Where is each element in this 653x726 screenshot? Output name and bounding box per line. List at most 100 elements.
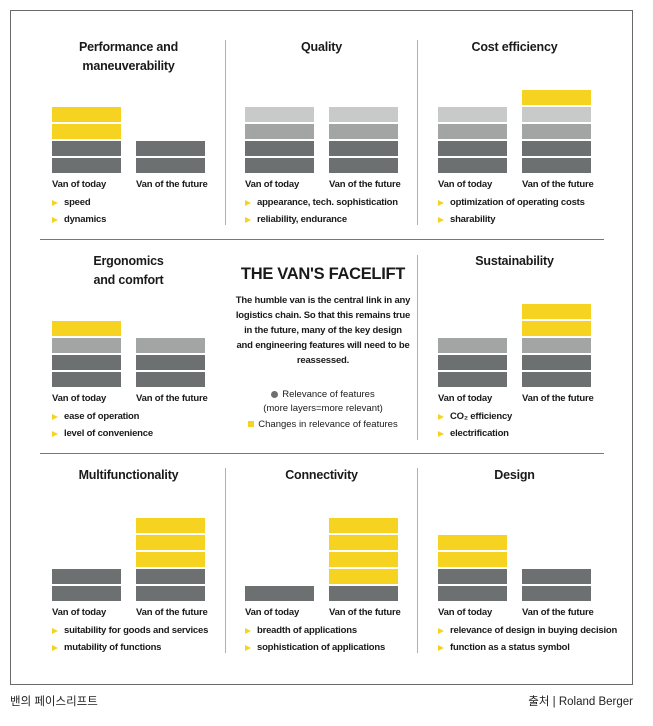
feature-label: CO₂ efficiency	[450, 411, 513, 422]
feature-label: appearance, tech. sophistication	[257, 197, 398, 208]
feature-label: breadth of applications	[257, 625, 357, 636]
category-label: Van of today	[245, 607, 300, 618]
bar-segment-relevance	[438, 124, 507, 139]
bar-segment-relevance	[522, 372, 591, 387]
square-icon	[248, 421, 255, 428]
column-divider	[417, 255, 418, 440]
chart-title: Connectivity	[285, 468, 358, 482]
chart-title-line: Ergonomics	[93, 254, 164, 268]
feature-label: mutability of functions	[64, 642, 162, 653]
chart-title: Performance and maneuverability	[32, 38, 225, 76]
triangle-bullet-icon	[438, 200, 444, 206]
chart-title-line: Performance and	[78, 40, 179, 54]
category-label: Van of today	[438, 607, 493, 618]
feature-label: reliability, endurance	[257, 214, 347, 225]
bar-segment-relevance	[329, 586, 398, 601]
triangle-bullet-icon	[52, 431, 58, 437]
bar-segment-relevance	[52, 569, 121, 584]
bar-segment-relevance	[438, 107, 507, 122]
bar-segment-relevance	[136, 355, 205, 370]
triangle-bullet-icon	[438, 628, 444, 634]
infographic-frame	[10, 10, 633, 685]
bar-segment-relevance	[522, 586, 591, 601]
circle-icon	[271, 390, 279, 398]
bar-segment-change	[329, 552, 398, 567]
category-label: Van of the future	[136, 393, 208, 404]
bar-segment-change	[522, 304, 591, 319]
category-label: Van of today	[438, 393, 493, 404]
bar-segment-relevance	[52, 158, 121, 173]
triangle-bullet-icon	[438, 217, 444, 223]
description-line: The humble van is the central link in an…	[235, 295, 411, 306]
bar-segment-relevance	[329, 107, 398, 122]
feature-label: function as a status symbol	[450, 642, 570, 653]
bar-segment-relevance	[522, 124, 591, 139]
category-label: Van of today	[52, 607, 107, 618]
bar-segment-relevance	[136, 372, 205, 387]
bar-segment-relevance	[245, 158, 314, 173]
category-label: Van of today	[52, 393, 107, 404]
legend-label: Relevance of features	[282, 389, 375, 400]
feature-label: relevance of design in buying decision	[450, 625, 618, 636]
chart-title: Design	[494, 468, 535, 482]
chart-title-line: and comfort	[93, 273, 164, 287]
bar-segment-change	[136, 518, 205, 533]
category-label: Van of today	[245, 179, 300, 190]
legend-item-relevance: Relevance of features	[228, 388, 418, 402]
column-divider	[417, 40, 418, 225]
row-divider-2	[40, 453, 604, 454]
bar-segment-relevance	[52, 355, 121, 370]
bar-segment-relevance	[136, 569, 205, 584]
bar-segment-relevance	[52, 372, 121, 387]
bar-segment-change	[52, 321, 121, 336]
bar-segment-relevance	[52, 141, 121, 156]
bar-segment-change	[438, 552, 507, 567]
bar-segment-change	[329, 569, 398, 584]
feature-label: sophistication of applications	[257, 642, 386, 653]
bar-segment-relevance	[522, 355, 591, 370]
feature-label: ease of operation	[64, 411, 140, 422]
chart-title: Multifunctionality	[78, 468, 179, 482]
bar-segment-change	[438, 535, 507, 550]
feature-label: sharability	[450, 214, 496, 225]
column-divider	[225, 40, 226, 225]
center-info-box: THE VAN'S FACELIFT The humble van is the…	[228, 255, 418, 432]
description-line: and engineering features will need to be	[236, 340, 410, 351]
column-divider	[225, 468, 226, 653]
bar-segment-relevance	[438, 586, 507, 601]
chart-title: Quality	[301, 40, 342, 54]
bar-segment-relevance	[522, 158, 591, 173]
description-line: reassessed.	[296, 355, 350, 366]
description-line: logistics chain. So that this remains tr…	[235, 310, 411, 321]
source-credit: 출처 | Roland Berger	[528, 696, 633, 708]
legend: Relevance of features (more layers=more …	[228, 388, 418, 432]
chart-panel: Performance and maneuverability Van of tod…	[32, 38, 225, 238]
bar-segment-relevance	[245, 586, 314, 601]
bar-segment-relevance	[438, 141, 507, 156]
bar-segment-relevance	[522, 141, 591, 156]
bar-segment-change	[522, 321, 591, 336]
bar-segment-relevance	[522, 338, 591, 353]
category-label: Van of the future	[522, 179, 594, 190]
category-label: Van of the future	[329, 179, 401, 190]
bar-segment-change	[52, 107, 121, 122]
chart-title: Cost efficiency	[471, 40, 558, 54]
chart-panel: Connectivity Van of today Van of the futur…	[225, 466, 418, 666]
triangle-bullet-icon	[52, 414, 58, 420]
category-label: Van of the future	[136, 179, 208, 190]
feature-label: suitability for goods and services	[64, 625, 209, 636]
bar-segment-relevance	[136, 586, 205, 601]
category-label: Van of the future	[522, 393, 594, 404]
bar-segment-relevance	[245, 124, 314, 139]
chart-panel: Design Van of today Van of the future relev…	[418, 466, 617, 666]
triangle-bullet-icon	[438, 431, 444, 437]
center-title: THE VAN'S FACELIFT	[240, 265, 406, 283]
chart-panel: Cost efficiency Van of today Van of the fu…	[418, 38, 611, 238]
feature-label: level of convenience	[64, 428, 153, 439]
bar-segment-relevance	[329, 158, 398, 173]
triangle-bullet-icon	[245, 200, 251, 206]
description-line: in the future, many of the key design	[244, 325, 402, 336]
triangle-bullet-icon	[245, 645, 251, 651]
chart-panel: Quality Van of today Van of the future appe…	[225, 38, 418, 238]
bar-segment-relevance	[245, 141, 314, 156]
